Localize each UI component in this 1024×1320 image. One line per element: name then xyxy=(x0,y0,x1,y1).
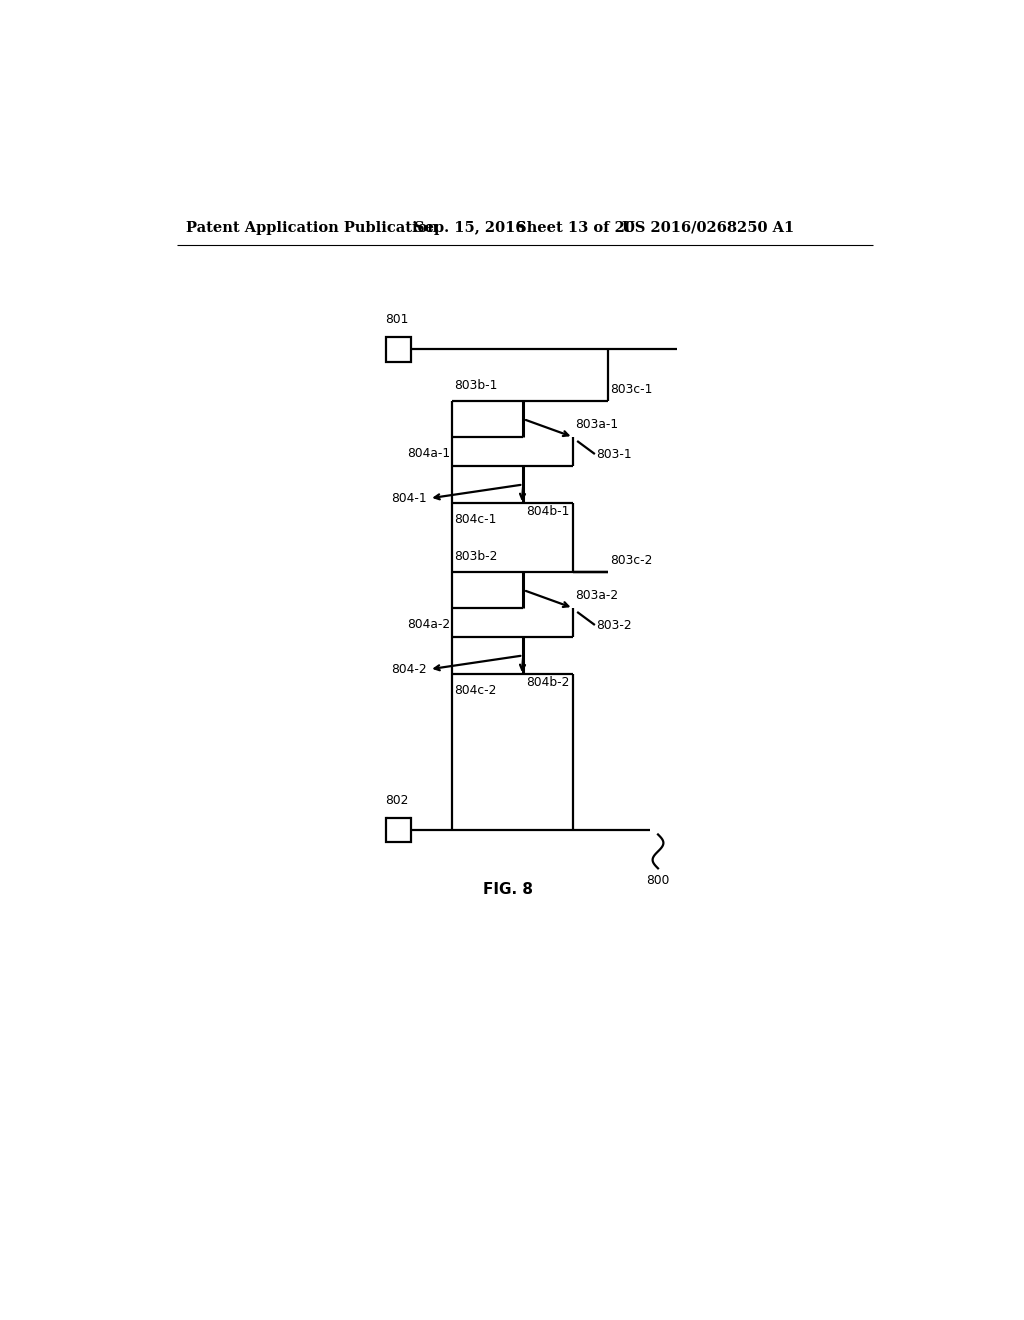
Text: US 2016/0268250 A1: US 2016/0268250 A1 xyxy=(622,220,794,235)
Text: 801: 801 xyxy=(385,313,409,326)
Text: 803-2: 803-2 xyxy=(596,619,632,631)
Text: 800: 800 xyxy=(646,875,670,887)
Text: 804a-2: 804a-2 xyxy=(407,618,451,631)
Text: 804c-2: 804c-2 xyxy=(454,684,497,697)
Text: 804b-2: 804b-2 xyxy=(526,676,569,689)
Bar xyxy=(386,817,411,842)
Text: FIG. 8: FIG. 8 xyxy=(483,882,532,898)
Text: 803b-2: 803b-2 xyxy=(454,549,498,562)
Text: 803b-1: 803b-1 xyxy=(454,379,498,392)
Text: 804c-1: 804c-1 xyxy=(454,513,497,527)
Text: 803c-1: 803c-1 xyxy=(610,383,652,396)
Bar xyxy=(386,337,411,362)
Text: 803a-1: 803a-1 xyxy=(575,418,618,430)
Text: 803-1: 803-1 xyxy=(596,447,632,461)
Text: Sheet 13 of 20: Sheet 13 of 20 xyxy=(515,220,635,235)
Text: 802: 802 xyxy=(385,793,409,807)
Text: 804b-1: 804b-1 xyxy=(526,506,569,519)
Text: Sep. 15, 2016: Sep. 15, 2016 xyxy=(414,220,525,235)
Text: 804-2: 804-2 xyxy=(391,663,427,676)
Text: Patent Application Publication: Patent Application Publication xyxy=(186,220,438,235)
Text: 804a-1: 804a-1 xyxy=(407,447,451,461)
Text: 803a-2: 803a-2 xyxy=(575,589,618,602)
Text: 803c-2: 803c-2 xyxy=(610,554,652,568)
Text: 804-1: 804-1 xyxy=(391,492,427,504)
